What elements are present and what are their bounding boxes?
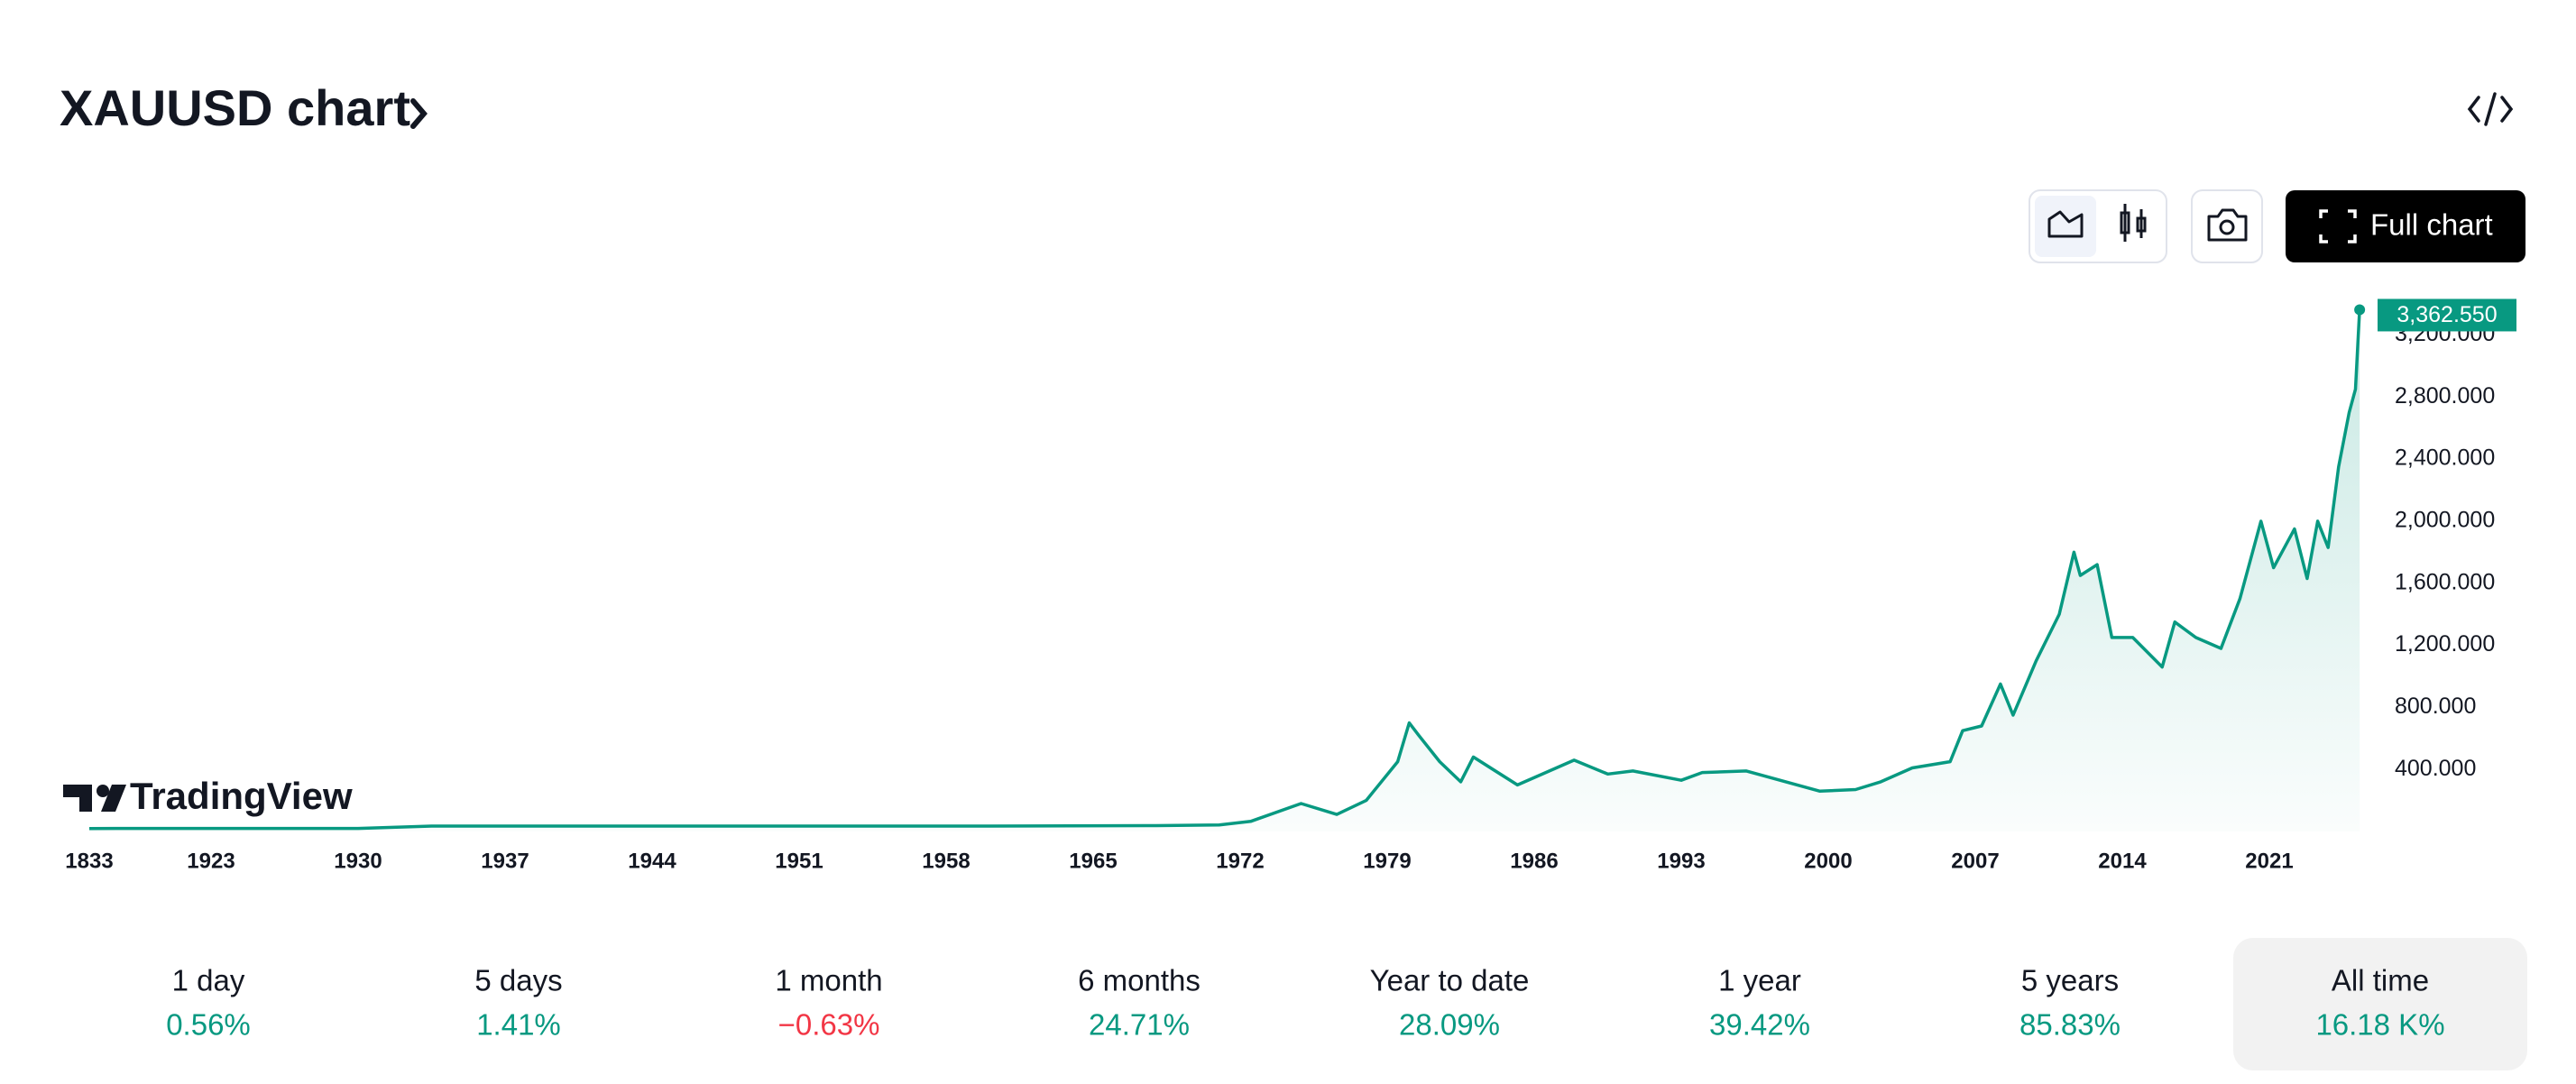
tradingview-logo: TradingView — [63, 775, 353, 817]
area-style-button[interactable] — [2035, 196, 2096, 257]
period-change: 0.56% — [166, 1008, 251, 1042]
last-price-tag — [2378, 299, 2516, 332]
period-label[interactable]: 1 day — [172, 964, 245, 997]
x-tick-label: 2021 — [2245, 849, 2293, 873]
period-label[interactable]: All time — [2332, 964, 2429, 997]
y-tick-label: 2,800.000 — [2395, 383, 2495, 409]
title[interactable]: XAUUSD chart — [60, 79, 410, 136]
period-label[interactable]: Year to date — [1370, 964, 1530, 997]
x-tick-label: 1958 — [922, 849, 970, 873]
y-tick-label: 1,200.000 — [2395, 631, 2495, 657]
x-tick-label: 1833 — [65, 849, 113, 873]
y-tick-label: 1,600.000 — [2395, 569, 2495, 594]
period-change: 1.41% — [476, 1008, 561, 1042]
period-label[interactable]: 1 year — [1718, 964, 1801, 997]
x-tick-label: 1979 — [1363, 849, 1411, 873]
y-tick-label: 800.000 — [2395, 694, 2476, 719]
period-change: 28.09% — [1399, 1008, 1500, 1042]
full-chart-button[interactable] — [2286, 190, 2525, 262]
title-chevron[interactable] — [410, 98, 428, 129]
logo-text: TradingView — [130, 775, 353, 817]
area-fill — [89, 309, 2360, 831]
area-icon — [2047, 210, 2084, 238]
last-price-label: 3,362.550 — [2397, 302, 2497, 327]
full-chart-label[interactable]: Full chart — [2370, 208, 2493, 242]
y-tick-label: 400.000 — [2395, 756, 2476, 781]
y-tick-label: 2,000.000 — [2395, 507, 2495, 532]
x-tick-label: 2007 — [1951, 849, 1999, 873]
x-tick-label: 1944 — [628, 849, 676, 873]
period-change: 39.42% — [1709, 1008, 1810, 1042]
price-line — [88, 309, 2361, 831]
x-tick-label: 1937 — [481, 849, 529, 873]
y-tick-label: 2,400.000 — [2395, 446, 2495, 471]
period-label[interactable]: 6 months — [1078, 964, 1201, 997]
x-tick-label: 2014 — [2098, 849, 2147, 873]
period-selected-bg — [2233, 938, 2527, 1070]
snapshot-button[interactable] — [2191, 189, 2263, 263]
period-change: 24.71% — [1089, 1008, 1190, 1042]
period-change: 85.83% — [2019, 1008, 2121, 1042]
candle-icon[interactable] — [2120, 204, 2147, 242]
x-tick-label: 1951 — [775, 849, 823, 873]
x-tick-label: 1923 — [187, 849, 235, 873]
last-point — [2354, 304, 2366, 316]
camera-icon — [2207, 208, 2248, 242]
period-label[interactable]: 1 month — [775, 964, 882, 997]
embed-icon[interactable] — [2467, 92, 2514, 126]
period-change: −0.63% — [778, 1008, 880, 1042]
x-tick-label: 1993 — [1657, 849, 1705, 873]
period-change: 16.18 K% — [2315, 1008, 2444, 1042]
x-tick-label: 1965 — [1069, 849, 1117, 873]
x-tick-label: 1930 — [334, 849, 382, 873]
fullscreen-icon — [2319, 209, 2357, 243]
period-label[interactable]: 5 years — [2021, 964, 2119, 997]
x-tick-label: 1986 — [1510, 849, 1558, 873]
x-tick-label: 2000 — [1804, 849, 1852, 873]
x-tick-label: 1972 — [1216, 849, 1264, 873]
period-label[interactable]: 5 days — [474, 964, 562, 997]
